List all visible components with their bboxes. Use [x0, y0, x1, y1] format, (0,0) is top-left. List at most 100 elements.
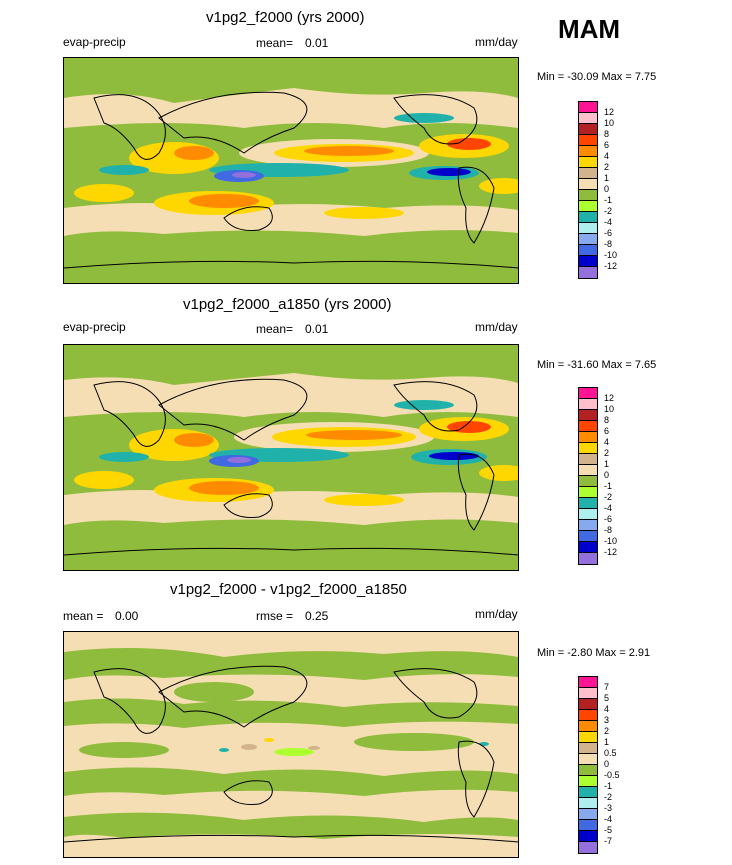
colorbar-swatch	[579, 721, 597, 732]
panel2-minmax: Min = -31.60 Max = 7.65	[537, 359, 657, 371]
colorbar-level-label: -3	[604, 803, 613, 813]
panel2-title: v1pg2_f2000_a1850 (yrs 2000)	[183, 296, 392, 313]
panel1-minmax: Min = -30.09 Max = 7.75	[537, 71, 657, 83]
colorbar-level-label: -4	[604, 217, 613, 227]
colorbar-level-label: 12	[604, 107, 615, 117]
colorbar-swatch	[579, 677, 597, 688]
colorbar-swatch	[579, 146, 597, 157]
panel2-map-plot	[64, 345, 518, 570]
colorbar-swatch	[579, 732, 597, 743]
colorbar-swatch	[579, 245, 597, 256]
colorbar-level-label: -2	[604, 206, 613, 216]
precip-field	[64, 88, 518, 236]
colorbar-swatch	[579, 553, 597, 564]
panel3-rmse-value: 0.25	[305, 609, 329, 623]
colorbar-swatch	[579, 223, 597, 234]
colorbar-swatch	[579, 531, 597, 542]
colorbar-level-label: 4	[604, 151, 610, 161]
colorbar-level-label: 7	[604, 682, 610, 692]
panel2-map	[63, 344, 519, 571]
panel3-map-plot	[64, 632, 518, 857]
colorbar-swatch	[579, 820, 597, 831]
colorbar-swatch	[579, 443, 597, 454]
colorbar-swatch	[579, 743, 597, 754]
panel3-minmax: Min = -2.80 Max = 2.91	[537, 647, 651, 659]
colorbar-level-label: -4	[604, 503, 613, 513]
colorbar-level-label: 0	[604, 184, 610, 194]
colorbar-swatch	[579, 454, 597, 465]
colorbar-swatch	[579, 487, 597, 498]
colorbar-swatch	[579, 388, 597, 399]
colorbar-swatch	[579, 465, 597, 476]
panel2-mean-value: 0.01	[305, 322, 329, 336]
panel1-map-plot	[64, 58, 518, 283]
colorbar-level-label: -2	[604, 492, 613, 502]
colorbar-level-label: -8	[604, 239, 613, 249]
panel1-colorbar	[578, 101, 598, 279]
panel2-colorbar	[578, 387, 598, 565]
colorbar-swatch	[579, 421, 597, 432]
panel1-map	[63, 57, 519, 284]
panel3-mean-value: 0.00	[115, 609, 139, 623]
colorbar-level-label: -7	[604, 836, 613, 846]
colorbar-swatch	[579, 831, 597, 842]
colorbar-level-label: 3	[604, 715, 610, 725]
colorbar-swatch	[579, 113, 597, 124]
colorbar-swatch	[579, 410, 597, 421]
colorbar-level-label: -1	[604, 195, 613, 205]
colorbar-level-label: -6	[604, 228, 613, 238]
colorbar-swatch	[579, 102, 597, 113]
colorbar-swatch	[579, 842, 597, 853]
precip-field	[64, 373, 518, 525]
colorbar-swatch	[579, 787, 597, 798]
panel3-units: mm/day	[475, 607, 518, 621]
colorbar-swatch	[579, 157, 597, 168]
colorbar-level-label: 2	[604, 448, 610, 458]
coastlines	[64, 378, 518, 556]
colorbar-level-label: 1	[604, 459, 610, 469]
panel1-units: mm/day	[475, 35, 518, 49]
colorbar-level-label: 1	[604, 173, 610, 183]
colorbar-level-label: 1	[604, 737, 610, 747]
colorbar-swatch	[579, 476, 597, 487]
panel2-variable: evap-precip	[63, 320, 126, 334]
colorbar-level-label: 0.5	[604, 748, 617, 758]
colorbar-level-label: 4	[604, 704, 610, 714]
colorbar-swatch	[579, 699, 597, 710]
panel1-variable: evap-precip	[63, 35, 126, 49]
colorbar-swatch	[579, 754, 597, 765]
colorbar-level-label: 8	[604, 129, 610, 139]
colorbar-swatch	[579, 135, 597, 146]
colorbar-level-label: 6	[604, 140, 610, 150]
season-label: MAM	[558, 14, 621, 44]
colorbar-level-label: -10	[604, 250, 618, 260]
colorbar-swatch	[579, 498, 597, 509]
colorbar-level-label: 10	[604, 118, 615, 128]
colorbar-level-label: 2	[604, 162, 610, 172]
panel2-units: mm/day	[475, 320, 518, 334]
colorbar-level-label: 8	[604, 415, 610, 425]
colorbar-swatch	[579, 168, 597, 179]
colorbar-swatch	[579, 710, 597, 721]
panel3-title: v1pg2_f2000 - v1pg2_f2000_a1850	[170, 581, 407, 598]
colorbar-level-label: 2	[604, 726, 610, 736]
colorbar-swatch	[579, 234, 597, 245]
colorbar-level-label: 0	[604, 759, 610, 769]
colorbar-level-label: 5	[604, 693, 610, 703]
colorbar-level-label: -1	[604, 781, 613, 791]
colorbar-swatch	[579, 201, 597, 212]
colorbar-swatch	[579, 124, 597, 135]
colorbar-level-label: -5	[604, 825, 613, 835]
colorbar-swatch	[579, 179, 597, 190]
colorbar-swatch	[579, 190, 597, 201]
colorbar-level-label: 0	[604, 470, 610, 480]
difference-field	[64, 648, 518, 839]
colorbar-level-label: 4	[604, 437, 610, 447]
colorbar-swatch	[579, 267, 597, 278]
colorbar-level-label: 6	[604, 426, 610, 436]
colorbar-level-label: -0.5	[604, 770, 620, 780]
colorbar-level-label: -10	[604, 536, 618, 546]
colorbar-level-label: -4	[604, 814, 613, 824]
colorbar-level-label: -8	[604, 525, 613, 535]
colorbar-swatch	[579, 542, 597, 553]
